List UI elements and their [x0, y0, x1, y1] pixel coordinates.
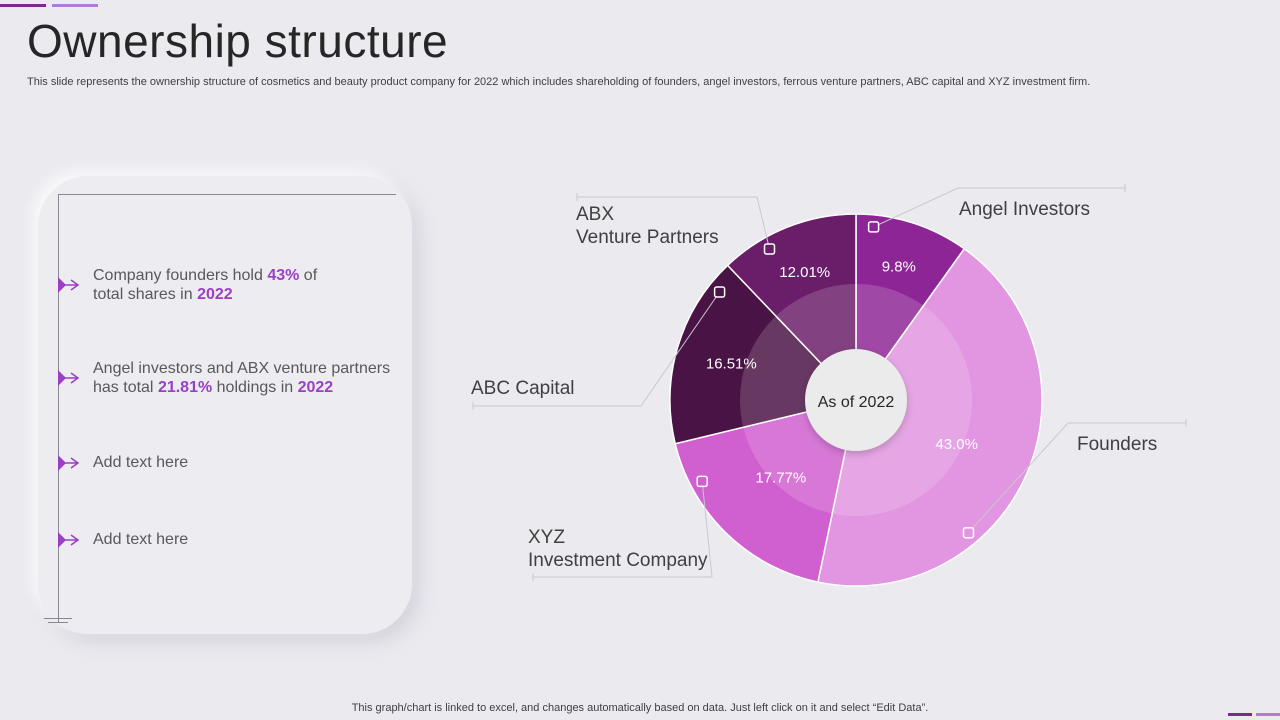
- text-segment: total shares in: [93, 286, 198, 303]
- pie-slice-abx-venture-partners: [726, 213, 857, 402]
- text-segment: has total: [93, 379, 158, 396]
- highlight-text-3: Add text here: [93, 453, 403, 472]
- leader-marker-xyz-investment-company: [696, 475, 708, 488]
- value-label-founders: 43.0%: [935, 436, 978, 453]
- panel-top-rule: [58, 194, 396, 195]
- panel-timeline-foot: [44, 618, 72, 619]
- pie-slice-xyz-investment-company: [674, 398, 857, 583]
- leader-line-abx-venture-partners: [577, 196, 770, 250]
- highlight-value: 43%: [267, 267, 300, 284]
- leader-marker-founders: [962, 526, 975, 539]
- highlight-value: 2022: [197, 286, 233, 303]
- text-segment: Angel investors and ABX venture partners: [93, 360, 391, 377]
- highlight-text-1: Company founders hold 43% of total shares…: [93, 266, 403, 304]
- value-label-abc-capital: 16.51%: [706, 355, 757, 372]
- leader-line-founders: [968, 422, 1186, 534]
- center-label: As of 2022: [818, 394, 895, 411]
- bottom-accent-bar-dark: [1228, 713, 1252, 716]
- text-segment: Company founders hold: [93, 267, 268, 284]
- value-label-angel-investors: 9.8%: [882, 259, 916, 276]
- footer-note: This graph/chart is linked to excel, and…: [351, 702, 929, 714]
- top-accent-bar-light: [52, 4, 98, 7]
- category-label-founders: Founders: [1077, 434, 1157, 455]
- text-segment: Add text here: [93, 531, 189, 548]
- value-label-abx-venture-partners: 12.01%: [779, 264, 830, 281]
- category-label-angel-investors: Angel Investors: [959, 199, 1090, 220]
- highlight-text-2: Angel investors and ABX venture partners…: [93, 359, 403, 397]
- value-label-xyz-investment-company: 17.77%: [755, 470, 806, 487]
- pie-slice-angel-investors: [855, 213, 966, 403]
- arrow-bullet-icon: [58, 532, 80, 548]
- leader-line-abc-capital: [473, 291, 721, 407]
- highlights-panel: Company founders hold 43% of total shares…: [38, 176, 412, 634]
- leader-line-angel-investors: [873, 187, 1125, 228]
- bottom-accent-bar-light: [1256, 713, 1280, 716]
- panel-timeline-line: [58, 194, 59, 622]
- center-circle: [805, 349, 907, 451]
- leader-marker-abc-capital: [713, 286, 726, 298]
- arrow-bullet-icon: [58, 455, 80, 471]
- leader-marker-abx-venture-partners: [763, 243, 776, 255]
- page-subtitle: This slide represents the ownership stru…: [27, 76, 1091, 88]
- highlight-value: 2022: [297, 379, 334, 396]
- text-segment: of: [299, 267, 318, 284]
- text-segment: holdings in: [212, 379, 298, 396]
- category-label-abc-capital: ABC Capital: [471, 378, 575, 399]
- page-title: Ownership structure: [27, 15, 449, 67]
- arrow-bullet-icon: [58, 370, 80, 386]
- leader-marker-angel-investors: [867, 221, 880, 233]
- category-label-xyz-investment-company: XYZ Investment Company: [528, 527, 708, 571]
- top-accent-bar-dark: [0, 4, 46, 7]
- arrow-bullet-icon: [58, 277, 80, 293]
- category-label-abx-venture-partners: ABX Venture Partners: [576, 204, 719, 248]
- text-segment: Add text here: [93, 454, 189, 471]
- leader-line-xyz-investment-company: [533, 481, 713, 578]
- pie-slice-founders: [816, 247, 1043, 587]
- highlight-value: 21.81%: [157, 379, 213, 396]
- panel-timeline-foot-inner: [48, 622, 68, 623]
- highlight-text-4: Add text here: [93, 530, 403, 549]
